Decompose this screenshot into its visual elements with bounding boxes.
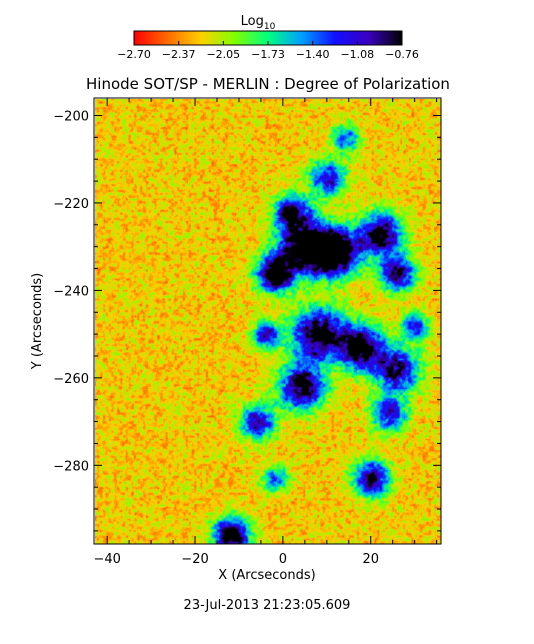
y-tick-label: −260 [53, 372, 89, 387]
x-tick-label: 0 [279, 552, 287, 567]
colorbar-tick-label: −1.40 [296, 48, 330, 61]
colorbar-tick-label: −2.05 [206, 48, 240, 61]
y-tick-label: −200 [53, 109, 89, 124]
x-axis-label: X (Arcseconds) [218, 568, 315, 583]
plot-frame [93, 97, 442, 545]
y-axis-label: Y (Arcseconds) [30, 273, 45, 370]
colorbar-tick-label: −2.70 [117, 48, 151, 61]
x-tick-label: 20 [362, 552, 379, 567]
x-tick-label: −40 [93, 552, 120, 567]
colorbar-tick-label: −1.08 [340, 48, 374, 61]
heatmap-image [95, 99, 441, 544]
colorbar-label: Log10 [241, 14, 276, 32]
timestamp: 23-Jul-2013 21:23:05.609 [184, 598, 351, 613]
colorbar-tick-label: −1.73 [251, 48, 285, 61]
x-axis: −40 −20 0 20 [93, 98, 438, 567]
heatmap-pixels [95, 99, 441, 544]
heatmap-canvas [95, 99, 441, 544]
colorbar-ticks: −2.70 −2.37 −2.05 −1.73 −1.40 −1.08 −0.76 [117, 41, 419, 61]
y-tick-label: −220 [53, 197, 89, 212]
y-tick-label: −280 [53, 459, 89, 474]
chart-title: Hinode SOT/SP - MERLIN : Degree of Polar… [86, 75, 450, 93]
colorbar-tick-label: −0.76 [385, 48, 419, 61]
x-tick-label: −20 [181, 552, 208, 567]
colorbar-tick-label: −2.37 [162, 48, 196, 61]
y-tick-label: −240 [53, 284, 89, 299]
y-axis: −200 −220 −240 −260 −280 [53, 109, 441, 532]
